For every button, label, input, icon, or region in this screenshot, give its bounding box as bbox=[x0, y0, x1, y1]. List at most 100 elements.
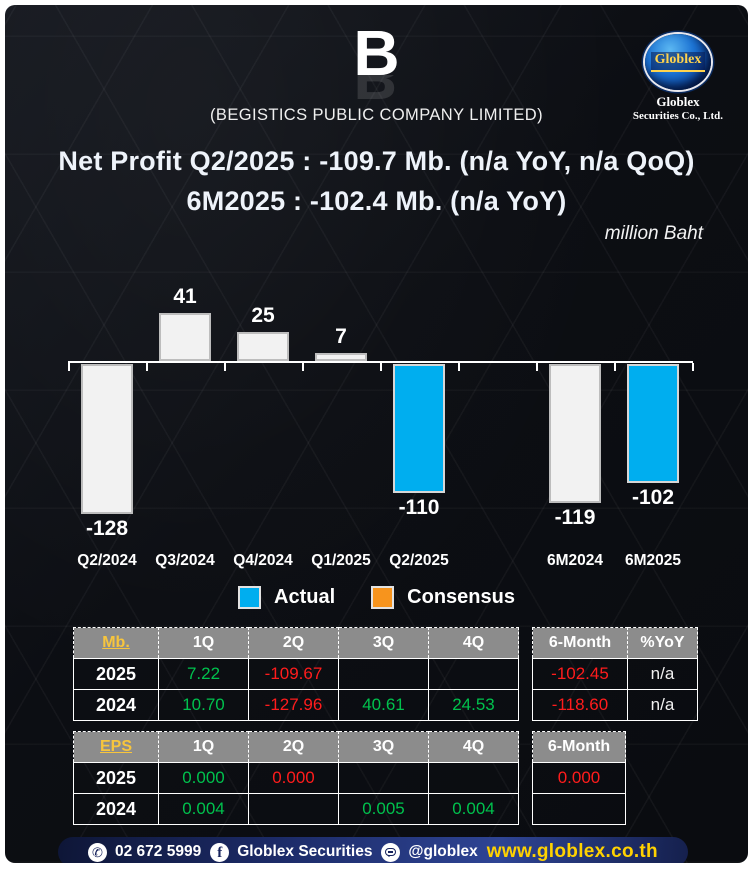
table-cell: 0.000 bbox=[248, 762, 339, 794]
table-cell: 10.70 bbox=[158, 689, 249, 721]
x-axis-category-label: 6M2025 bbox=[624, 552, 682, 569]
mb-table: Mb. 1Q 2Q 3Q 4Q 2025 7.22 -109.67 2024 10.70 -127.… bbox=[73, 627, 519, 721]
legend-item-actual: Actual bbox=[238, 586, 335, 609]
legend-swatch-actual bbox=[238, 586, 262, 609]
table-cell: n/a bbox=[627, 689, 698, 721]
table-cell: -109.67 bbox=[248, 658, 339, 690]
legend-item-consensus: Consensus bbox=[371, 586, 515, 609]
column-header: 2Q bbox=[248, 731, 339, 763]
stock-ticker: B bbox=[353, 17, 400, 89]
axis-tick bbox=[692, 363, 694, 371]
eps-table: EPS 1Q 2Q 3Q 4Q 2025 0.000 0.000 2024 0.004 0.005 0… bbox=[73, 731, 519, 825]
bar-value-label: -102 bbox=[631, 486, 675, 509]
facebook-contact: f Globlex Securities bbox=[210, 842, 373, 862]
logo-caption-line1: Globlex bbox=[656, 94, 700, 109]
table-cell: -127.96 bbox=[248, 689, 339, 721]
table-cell: n/a bbox=[627, 658, 698, 690]
line-messenger-icon bbox=[381, 842, 401, 862]
bar-value-label: -119 bbox=[554, 506, 596, 529]
chart-unit-label: million Baht bbox=[604, 223, 703, 244]
table-cell: -102.45 bbox=[532, 658, 628, 690]
phone-contact: ✆ 02 672 5999 bbox=[88, 842, 202, 862]
x-axis-category-label: Q2/2024 bbox=[77, 552, 137, 569]
x-axis-category-label: Q1/2025 bbox=[311, 552, 371, 569]
table-cell bbox=[338, 762, 429, 794]
mb-summary-table: 6-Month %YoY -102.45 n/a -118.60 n/a bbox=[532, 627, 698, 721]
bar-6m2024 bbox=[549, 364, 601, 503]
website-url: www.globlex.co.th bbox=[486, 841, 658, 862]
column-header: 3Q bbox=[338, 627, 429, 659]
table-cell: 40.61 bbox=[338, 689, 429, 721]
table-cell bbox=[428, 762, 519, 794]
axis-tick bbox=[614, 363, 616, 371]
legend-label: Consensus bbox=[407, 586, 515, 608]
table-cell: 0.004 bbox=[428, 793, 519, 825]
x-axis-line bbox=[68, 361, 693, 363]
table-cell: -118.60 bbox=[532, 689, 628, 721]
globe-icon: Globlex bbox=[645, 34, 711, 90]
column-header: 3Q bbox=[338, 731, 429, 763]
legend-swatch-consensus bbox=[371, 586, 395, 609]
axis-tick bbox=[458, 363, 460, 371]
table-cell bbox=[532, 793, 626, 825]
x-axis-category-label: Q3/2024 bbox=[155, 552, 215, 569]
line-contact: @globlex bbox=[381, 842, 478, 862]
facebook-handle: Globlex Securities bbox=[237, 843, 373, 860]
column-header: EPS bbox=[73, 731, 159, 763]
bar-q2-2025 bbox=[393, 364, 445, 493]
axis-tick bbox=[224, 363, 226, 371]
column-header: 1Q bbox=[158, 627, 249, 659]
globe-brand-text: Globlex bbox=[650, 52, 706, 72]
line-handle: @globlex bbox=[408, 843, 478, 860]
bar-value-label: -128 bbox=[85, 517, 129, 540]
row-label: 2025 bbox=[73, 762, 159, 794]
column-header: %YoY bbox=[627, 627, 698, 659]
table-cell: 24.53 bbox=[428, 689, 519, 721]
row-label: 2024 bbox=[73, 793, 159, 825]
eps-summary-table: 6-Month 0.000 bbox=[532, 731, 626, 825]
report-title-line1: Net Profit Q2/2025 : -109.7 Mb. (n/a YoY… bbox=[58, 146, 695, 176]
bar-value-label: 41 bbox=[173, 285, 197, 308]
x-axis-category-label: Q2/2025 bbox=[389, 552, 449, 569]
phone-number: 02 672 5999 bbox=[115, 843, 202, 860]
contact-footer: ✆ 02 672 5999 f Globlex Securities @glob… bbox=[58, 837, 688, 863]
globlex-logo: Globlex Globlex Securities Co., Ltd. bbox=[626, 34, 730, 124]
table-cell: 7.22 bbox=[158, 658, 249, 690]
bar-q3-2024 bbox=[159, 313, 211, 361]
row-label: 2025 bbox=[73, 658, 159, 690]
column-header: 6-Month bbox=[532, 627, 628, 659]
chart-legend: Actual Consensus bbox=[5, 586, 748, 609]
report-title-line2: 6M2025 : -102.4 Mb. (n/a YoY) bbox=[186, 186, 567, 216]
column-header: Mb. bbox=[73, 627, 159, 659]
bar-value-label: 7 bbox=[335, 325, 347, 348]
table-cell: 0.004 bbox=[158, 793, 249, 825]
bar-q2-2024 bbox=[81, 364, 133, 514]
table-cell bbox=[338, 658, 429, 690]
column-header: 6-Month bbox=[532, 731, 626, 763]
logo-caption-line2: Securities Co., Ltd. bbox=[632, 110, 724, 123]
bar-6m2025 bbox=[627, 364, 679, 483]
column-header: 4Q bbox=[428, 731, 519, 763]
net-profit-chart: -128 Q2/2024 41 Q3/2024 25 Q4/2024 7 Q1/2025 -11… bbox=[68, 275, 695, 575]
table-cell: 0.000 bbox=[532, 762, 626, 794]
column-header: 2Q bbox=[248, 627, 339, 659]
axis-tick bbox=[146, 363, 148, 371]
column-header: 4Q bbox=[428, 627, 519, 659]
bar-value-label: 25 bbox=[251, 304, 275, 327]
header: B B bbox=[5, 21, 748, 109]
row-label: 2024 bbox=[73, 689, 159, 721]
bar-q1-2025 bbox=[315, 353, 367, 361]
axis-tick bbox=[380, 363, 382, 371]
column-header: 1Q bbox=[158, 731, 249, 763]
bar-value-label: -110 bbox=[398, 496, 440, 519]
phone-icon: ✆ bbox=[88, 842, 107, 862]
report-card: B B (BEGISTICS PUBLIC COMPANY LIMITED) G… bbox=[5, 5, 748, 863]
axis-tick bbox=[68, 363, 70, 371]
x-axis-category-label: 6M2024 bbox=[546, 552, 604, 569]
table-cell bbox=[248, 793, 339, 825]
facebook-icon: f bbox=[210, 842, 230, 862]
legend-label: Actual bbox=[274, 586, 336, 608]
axis-tick bbox=[536, 363, 538, 371]
table-cell: 0.000 bbox=[158, 762, 249, 794]
table-cell: 0.005 bbox=[338, 793, 429, 825]
